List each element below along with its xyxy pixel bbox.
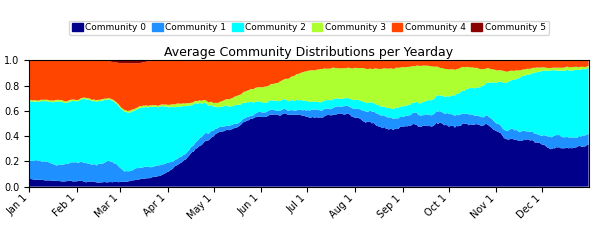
Legend: Community 0, Community 1, Community 2, Community 3, Community 4, Community 5: Community 0, Community 1, Community 2, C… — [69, 20, 548, 35]
Title: Average Community Distributions per Yearday: Average Community Distributions per Year… — [164, 46, 454, 59]
